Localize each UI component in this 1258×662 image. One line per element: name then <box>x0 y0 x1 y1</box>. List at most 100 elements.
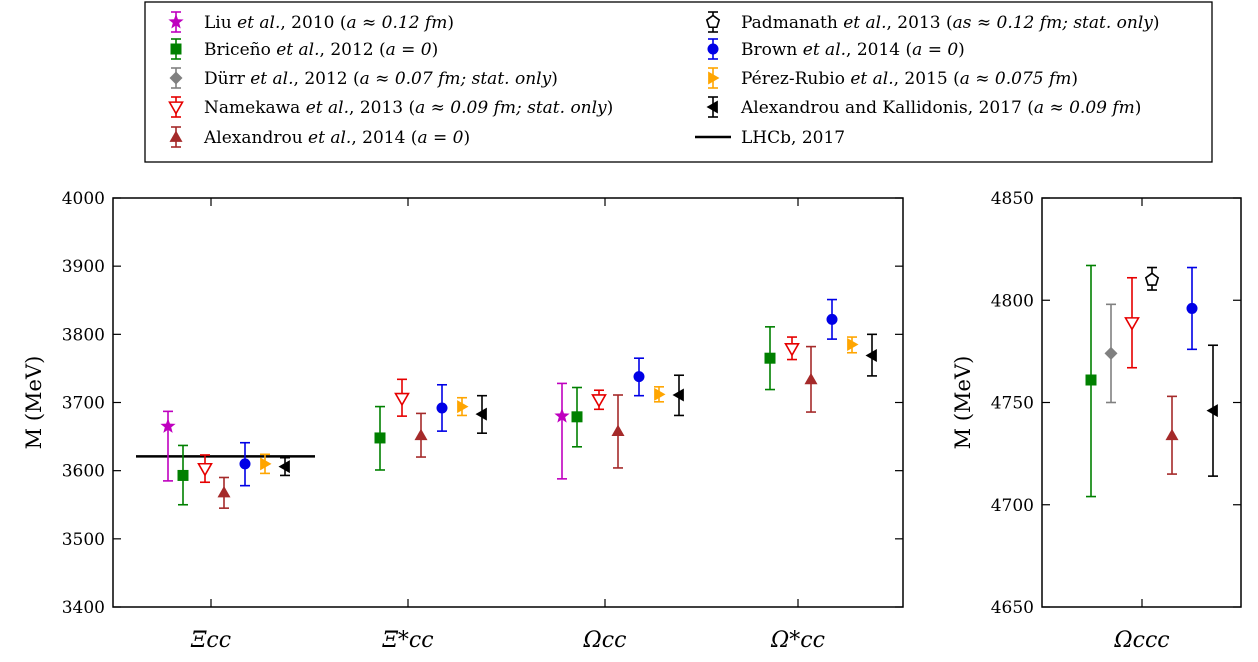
marker-circle <box>436 402 448 414</box>
marker-triangle-down-open <box>784 342 800 357</box>
series-alexandrou2014 <box>217 345 818 509</box>
legend-marker-triangle-right <box>708 71 720 85</box>
data-point-alexkall <box>475 394 487 434</box>
legend-marker-star <box>168 14 184 29</box>
y-tick-label: 3800 <box>62 325 105 345</box>
data-point-alexandrou2014 <box>414 412 428 458</box>
y-tick-label: 4650 <box>991 598 1034 618</box>
data-point-alexandrou2014 <box>217 476 231 509</box>
series-namekawa <box>1124 276 1140 369</box>
marker-triangle-up <box>804 372 818 385</box>
marker-square <box>177 469 189 481</box>
marker-circle <box>1186 302 1198 314</box>
legend-marker-triangle-left <box>706 100 718 114</box>
legend-entry-right-4: LHCb, 2017 <box>695 128 845 148</box>
data-point-briceno <box>1085 264 1097 498</box>
legend-label: Namekawa et al., 2013 (a ≈ 0.09 fm; stat… <box>204 98 613 118</box>
y-tick-label: 4000 <box>62 189 105 209</box>
legend-entry-right-0: Padmanath et al., 2013 (as ≈ 0.12 fm; st… <box>705 11 1160 33</box>
data-point-liu <box>554 382 570 480</box>
series-alexkall <box>1206 344 1218 477</box>
series-brown <box>239 298 838 487</box>
marker-square <box>764 352 776 364</box>
legend-marker-triangle-up <box>169 130 183 142</box>
legend-entry-right-1: Brown et al., 2014 (a = 0) <box>707 38 965 60</box>
legend-label: LHCb, 2017 <box>741 128 845 148</box>
marker-triangle-down-open <box>591 394 607 408</box>
data-point-namekawa <box>1124 276 1140 369</box>
data-point-namekawa <box>784 336 800 361</box>
legend-label: Alexandrou and Kallidonis, 2017 (a ≈ 0.0… <box>740 98 1141 118</box>
x-category-label: Ωccc <box>1113 628 1169 653</box>
legend-marker-pentagon-open <box>705 14 721 29</box>
x-category-label: Ξcc <box>190 628 231 653</box>
data-point-briceno <box>571 386 583 448</box>
y-tick-label: 3400 <box>62 598 105 618</box>
y-tick-label: 4750 <box>991 394 1034 414</box>
y-tick-label: 3700 <box>62 394 105 414</box>
legend-entry-right-2: Pérez-Rubio et al., 2015 (a ≈ 0.075 fm) <box>708 67 1078 89</box>
omega-ccc-panel: 4650 4700 4750 4800 4850 Ωccc M (MeV) <box>951 189 1242 653</box>
error-bar <box>557 382 567 480</box>
data-point-namekawa <box>394 378 410 417</box>
marker-circle <box>826 313 838 325</box>
legend-marker-diamond <box>169 71 183 85</box>
marker-square <box>1085 374 1097 386</box>
data-point-namekawa <box>197 454 213 484</box>
y-axis-label: M (MeV) <box>22 356 46 450</box>
data-point-brown <box>1186 266 1198 351</box>
y-tick-label: 4700 <box>991 496 1034 516</box>
series-briceno <box>1085 264 1097 498</box>
legend-label: Brown et al., 2014 (a = 0) <box>741 40 965 60</box>
data-point-perez <box>847 336 859 354</box>
marker-triangle-left <box>865 348 877 362</box>
y-tick-label: 4800 <box>991 291 1034 311</box>
data-point-perez <box>654 386 666 403</box>
legend-label: Pérez-Rubio et al., 2015 (a ≈ 0.075 fm) <box>741 69 1078 89</box>
data-point-perez <box>260 453 272 475</box>
x-category-label: Ξ*cc <box>381 628 433 653</box>
data-point-brown <box>826 298 838 340</box>
marker-triangle-right <box>457 400 469 414</box>
plot-frame <box>1041 197 1242 608</box>
y-tick-label: 3900 <box>62 257 105 277</box>
series-namekawa <box>197 336 800 484</box>
legend-label: Liu et al., 2010 (a ≈ 0.12 fm) <box>204 13 454 33</box>
legend-frame <box>144 1 1213 163</box>
data-point-briceno <box>764 326 776 391</box>
legend-marker-circle <box>707 43 719 55</box>
main-panel: 3400 3500 3600 3700 3800 3900 4000 Ξcc Ξ*cc Ωcc Ω*… <box>22 189 904 653</box>
plot-frame <box>112 197 904 608</box>
marker-star <box>160 418 176 433</box>
data-point-alexandrou2014 <box>804 345 818 413</box>
series-perez <box>260 336 859 475</box>
marker-triangle-down-open <box>394 392 410 407</box>
legend-label: Padmanath et al., 2013 (as ≈ 0.12 fm; st… <box>741 13 1160 33</box>
data-point-perez <box>457 396 469 417</box>
series-alexkall <box>278 333 877 477</box>
legend-entry-left-1: Briceño et al., 2012 (a = 0) <box>170 38 438 60</box>
data-point-liu <box>160 410 176 482</box>
marker-circle <box>633 371 645 383</box>
series-padmanath <box>1144 266 1160 291</box>
marker-triangle-right <box>847 338 859 352</box>
legend-label: Briceño et al., 2012 (a = 0) <box>204 40 438 60</box>
marker-star <box>554 408 570 423</box>
data-point-briceno <box>374 405 386 471</box>
series-alexandrou2014 <box>1165 395 1179 475</box>
series-liu <box>160 382 570 482</box>
data-point-alexkall <box>865 333 877 377</box>
series-durr <box>1104 303 1118 404</box>
series-brown <box>1186 266 1198 351</box>
data-point-alexkall <box>1206 344 1218 477</box>
marker-square <box>374 432 386 444</box>
marker-square <box>571 411 583 423</box>
data-point-brown <box>633 357 645 397</box>
x-category-label: Ωcc <box>583 628 627 653</box>
y-tick-label: 3600 <box>62 462 105 482</box>
marker-triangle-right <box>260 457 272 471</box>
legend-entry-left-0: Liu et al., 2010 (a ≈ 0.12 fm) <box>168 11 454 33</box>
legend: Liu et al., 2010 (a ≈ 0.12 fm) Briceño et… <box>144 1 1213 163</box>
legend-entry-right-3: Alexandrou and Kallidonis, 2017 (a ≈ 0.0… <box>706 96 1141 118</box>
